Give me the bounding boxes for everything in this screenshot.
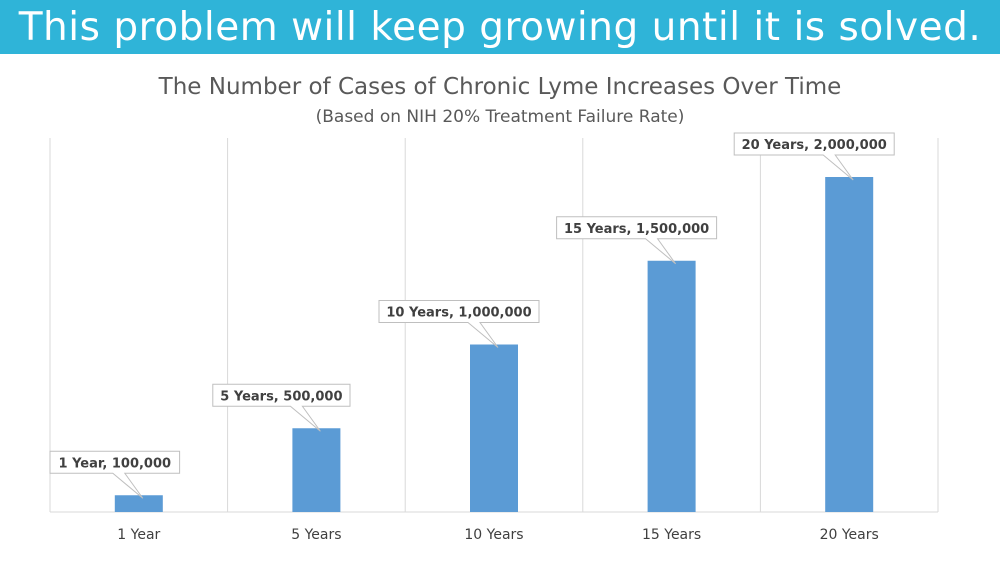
- bar: [647, 260, 696, 512]
- data-label: 15 Years, 1,500,000: [564, 222, 709, 237]
- x-tick-label: 20 Years: [820, 527, 879, 543]
- data-label: 1 Year, 100,000: [59, 456, 172, 471]
- data-label-callout: [49, 450, 181, 499]
- bar: [114, 495, 163, 512]
- title-banner: This problem will keep growing until it …: [0, 0, 1000, 54]
- x-tick-label: 10 Years: [464, 527, 523, 543]
- data-label: 5 Years, 500,000: [220, 389, 342, 404]
- x-tick-label: 15 Years: [642, 527, 701, 543]
- data-label-callout: [556, 216, 718, 265]
- bar: [470, 344, 518, 512]
- x-tick-label: 5 Years: [291, 527, 341, 543]
- data-label-callout: [733, 132, 895, 181]
- chart-title: The Number of Cases of Chronic Lyme Incr…: [158, 74, 842, 100]
- data-label: 10 Years, 1,000,000: [386, 306, 531, 321]
- x-tick-label: 1 Year: [117, 527, 160, 543]
- data-label-callout: [212, 383, 351, 432]
- data-label: 20 Years, 2,000,000: [742, 138, 887, 153]
- bar: [292, 428, 341, 512]
- data-label-callout: [378, 300, 540, 348]
- bar: [825, 177, 874, 512]
- chart-subtitle: (Based on NIH 20% Treatment Failure Rate…: [315, 107, 685, 127]
- banner-text: This problem will keep growing until it …: [18, 4, 982, 50]
